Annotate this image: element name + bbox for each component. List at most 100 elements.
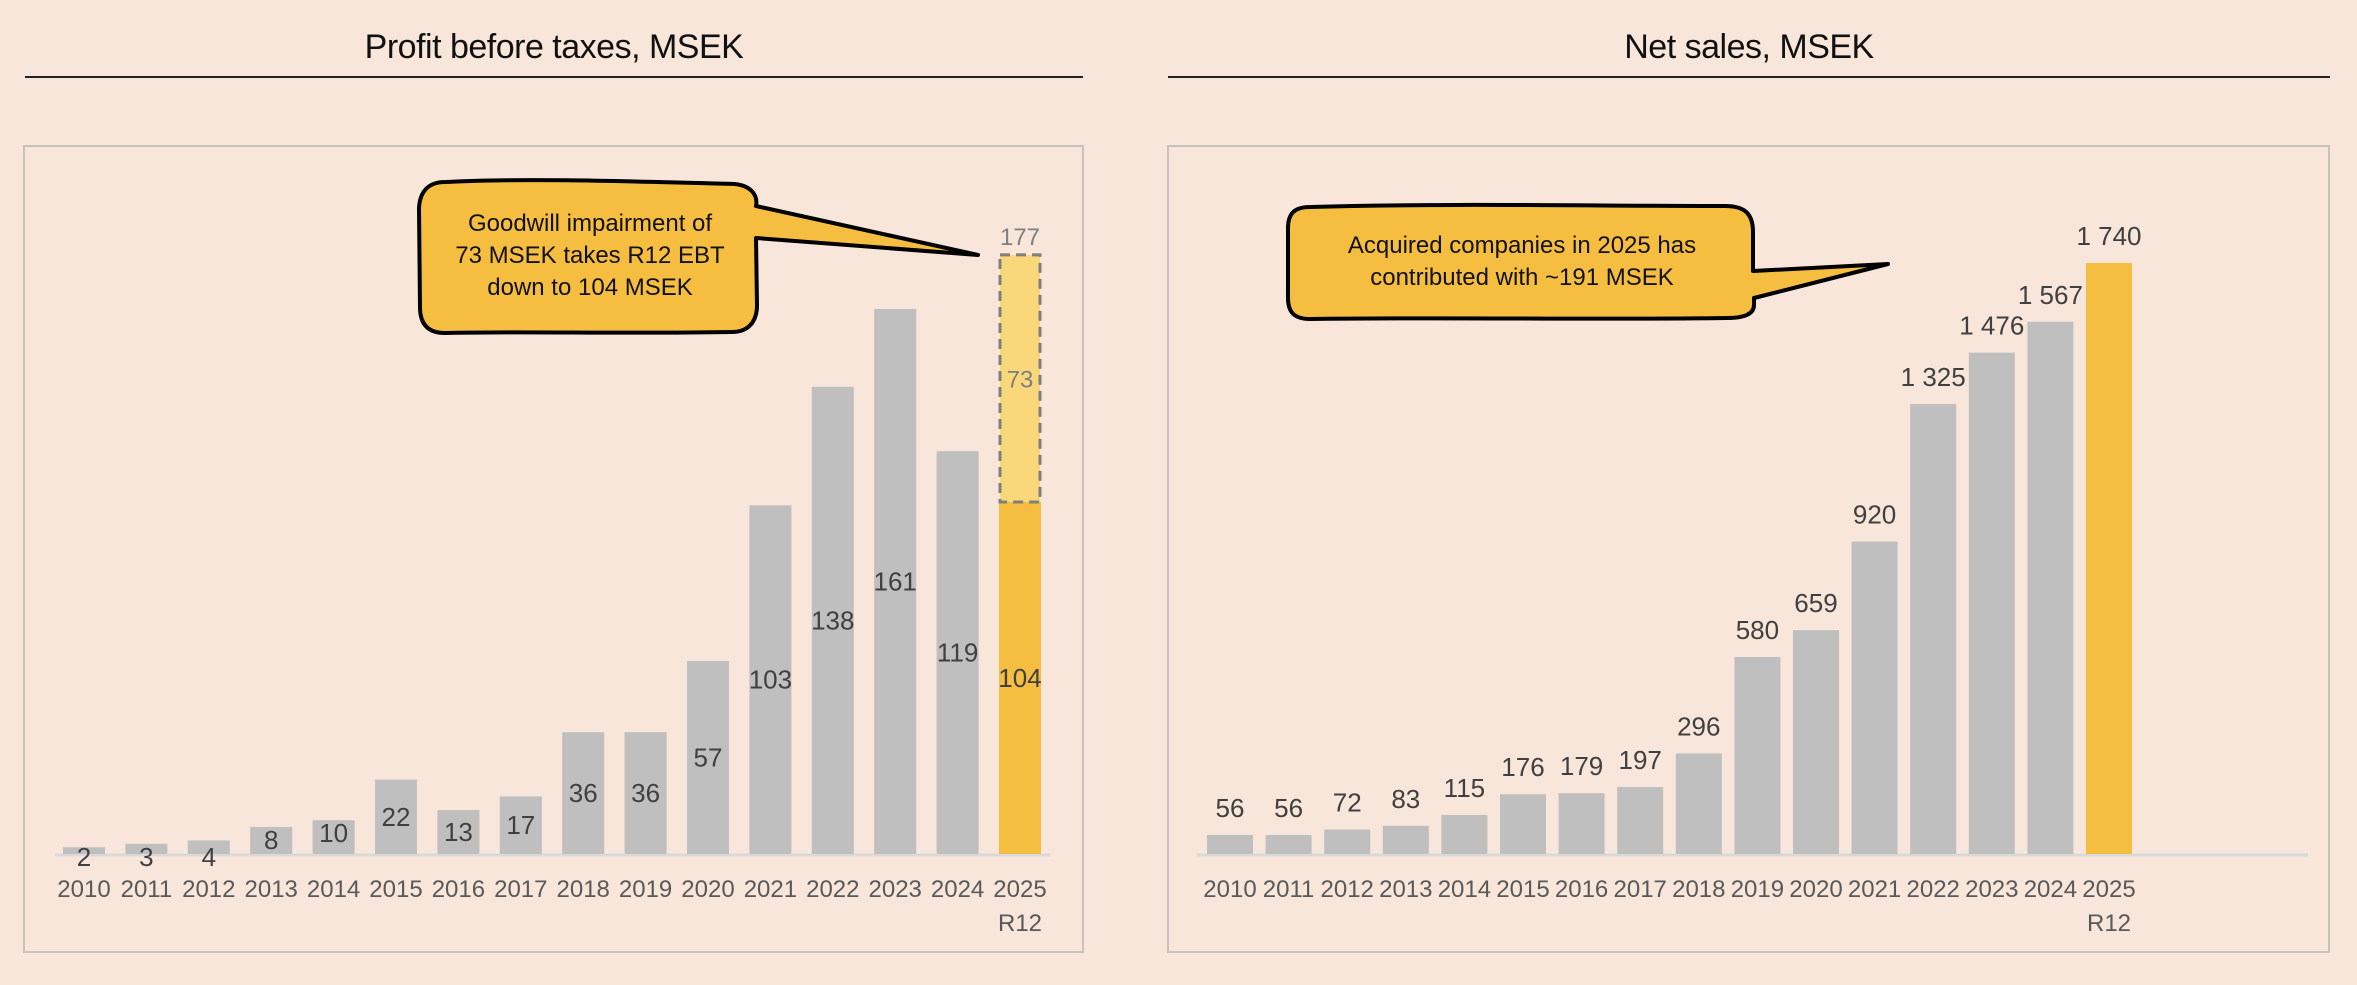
profit-x-tick-label: 2014: [307, 876, 360, 903]
sales-x-tick-label: 2011: [1263, 876, 1315, 903]
profit-x-tick-label: 2012: [182, 876, 235, 903]
profit-x-tick-label: 2025: [993, 876, 1046, 903]
profit-data-label: 104: [998, 663, 1041, 693]
profit-data-label: 103: [749, 665, 792, 695]
profit-bar: [312, 820, 355, 854]
sales-bar: [1793, 630, 1839, 854]
sales-bar: [1207, 834, 1253, 854]
profit-data-label: 4: [202, 842, 216, 872]
profit-bar: [624, 732, 667, 854]
profit-bar: [63, 847, 105, 854]
profit-callout-line: 73 MSEK takes R12 EBT: [455, 242, 725, 269]
profit-bar: [499, 796, 542, 854]
profit-bar: [375, 779, 417, 854]
profit-callout-line: down to 104 MSEK: [487, 274, 693, 301]
sales-x-tick-label: 2015: [1496, 876, 1549, 903]
sales-x-tick-label: 2010: [1203, 876, 1256, 903]
sales-bar: [2086, 263, 2132, 854]
sales-x-tick-label: 2022: [1907, 876, 1960, 903]
sales-bar: [1265, 834, 1312, 854]
profit-bar: [811, 386, 854, 854]
sales-data-label: 659: [1794, 588, 1837, 618]
profit-chart-frame: [23, 145, 1084, 953]
profit-x-tick-label: 2022: [806, 876, 859, 903]
sales-bar: [1500, 794, 1546, 854]
sales-bar: [2027, 321, 2074, 854]
sales-x-tick-label: 2024: [2024, 876, 2077, 903]
profit-data-label: 57: [694, 743, 723, 773]
sales-x-tick-label: 2021: [1848, 876, 1901, 903]
profit-data-label: 17: [506, 810, 535, 840]
profit-x-tick-label: 2024: [931, 876, 984, 903]
profit-x-tick-label: 2013: [245, 876, 298, 903]
sales-data-label: 56: [1274, 793, 1303, 823]
sales-x-tick-label: 2012: [1321, 876, 1374, 903]
sales-bar: [1558, 793, 1605, 854]
profit-title-rule: [25, 76, 1083, 78]
sales-chart-marks: 56 56 72 83 115 176 179 197 296 580 659 920 1 325 1 4…: [1197, 221, 2308, 937]
profit-data-label: 13: [444, 817, 473, 847]
profit-callout-line: Goodwill impairment of: [467, 210, 713, 237]
profit-bar: [562, 732, 605, 854]
profit-impairment-label: 73: [1007, 366, 1034, 393]
sales-data-label: 115: [1444, 773, 1485, 803]
sales-chart-title: Net sales, MSEK: [1624, 28, 1874, 66]
sales-callout-line: contributed with ~191 MSEK: [1370, 264, 1674, 291]
profit-x-tick-label: 2021: [744, 876, 797, 903]
sales-chart-frame: [1167, 145, 2330, 953]
profit-callout-bubble: [417, 178, 980, 335]
sales-bar: [1968, 352, 2015, 854]
profit-impairment-bar: [998, 253, 1042, 504]
profit-bar: [187, 840, 230, 854]
profit-bar: [749, 505, 792, 854]
sales-x-tick-sublabel: R12: [2087, 910, 2131, 937]
profit-x-tick-label: 2020: [681, 876, 734, 903]
profit-bar: [687, 661, 729, 854]
sales-title-rule: [1168, 76, 2330, 78]
sales-x-tick-label: 2018: [1672, 876, 1725, 903]
profit-data-label: 36: [631, 778, 660, 808]
sales-x-tick-label: 2025: [2082, 876, 2135, 903]
sales-bar: [1910, 403, 1957, 854]
sales-data-label: 1 325: [1901, 362, 1966, 392]
sales-data-label: 1 476: [1959, 311, 2024, 341]
sales-x-tick-label: 2016: [1555, 876, 1608, 903]
sales-bar: [1324, 829, 1371, 854]
sales-data-label: 580: [1736, 615, 1779, 645]
profit-data-label: 8: [264, 825, 278, 855]
sales-bar: [1734, 657, 1781, 854]
sales-data-label: 296: [1677, 711, 1720, 741]
profit-x-tick-label: 2018: [557, 876, 610, 903]
profit-bar: [874, 309, 917, 854]
profit-x-tick-label: 2017: [494, 876, 547, 903]
profit-total-label: 177: [1000, 224, 1040, 251]
sales-callout-text: Acquired companies in 2025 has contribut…: [1292, 230, 1752, 294]
profit-data-label: 36: [569, 778, 598, 808]
sales-data-label: 176: [1501, 752, 1544, 782]
profit-bar: [999, 501, 1041, 854]
profit-data-label: 161: [874, 567, 917, 597]
sales-bar: [1441, 814, 1488, 854]
sales-callout-bubble: [1286, 202, 1890, 321]
sales-data-label: 920: [1853, 500, 1896, 530]
sales-data-label: 197: [1619, 745, 1662, 775]
profit-x-tick-label: 2010: [57, 876, 110, 903]
profit-data-label: 10: [319, 818, 348, 848]
profit-x-tick-label: 2023: [869, 876, 922, 903]
sales-x-tick-label: 2020: [1789, 876, 1842, 903]
sales-data-label: 56: [1216, 793, 1245, 823]
sales-bar: [1675, 753, 1722, 854]
sales-bar: [1617, 787, 1664, 854]
profit-data-label: 2: [77, 842, 91, 872]
sales-callout-line: Acquired companies in 2025 has: [1347, 232, 1697, 259]
sales-bar: [1382, 825, 1429, 854]
sales-x-tick-label: 2013: [1379, 876, 1432, 903]
profit-data-label: 22: [382, 802, 411, 832]
profit-data-label: 3: [139, 842, 153, 872]
sales-callout: [1286, 202, 1890, 321]
sales-data-label: 1 740: [2076, 221, 2141, 251]
profit-data-label: 119: [937, 638, 978, 668]
sales-data-label: 83: [1391, 784, 1420, 814]
profit-x-tick-sublabel: R12: [998, 910, 1042, 937]
